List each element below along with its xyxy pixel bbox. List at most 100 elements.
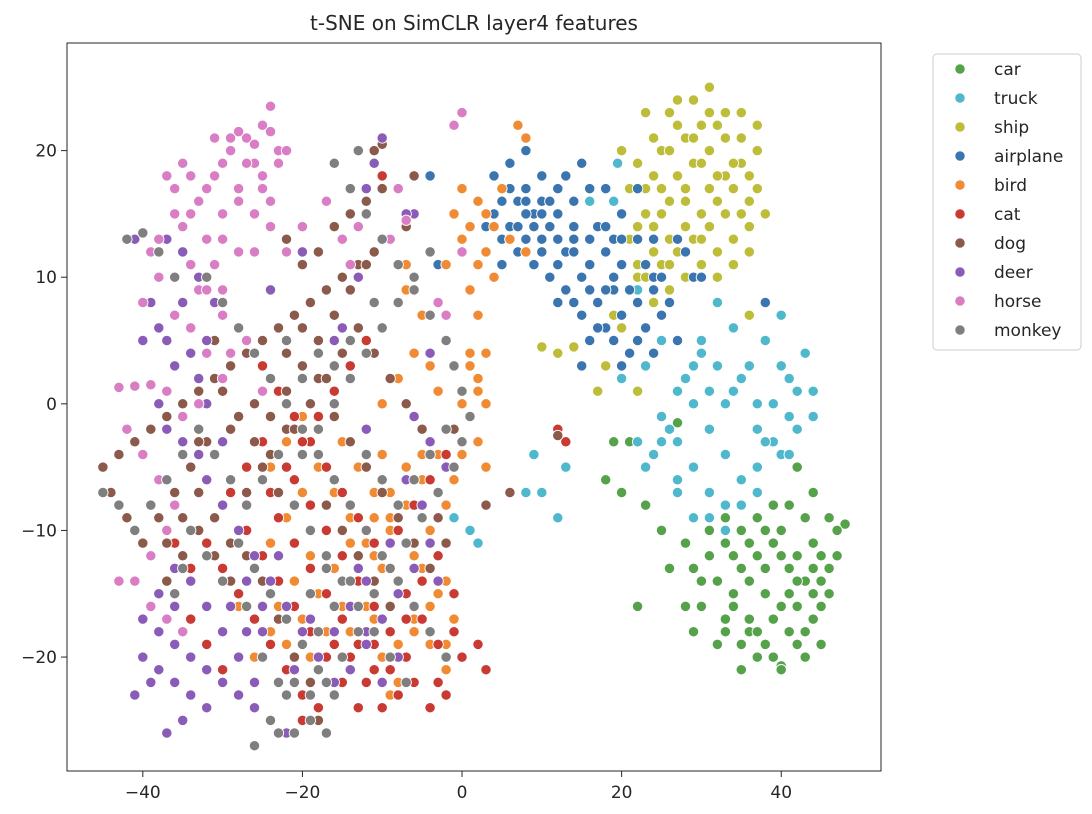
point-monkey [344, 499, 356, 511]
point-deer [360, 423, 372, 435]
point-airplane [520, 208, 532, 220]
point-car [703, 550, 716, 562]
point-horse [169, 208, 181, 220]
point-truck [711, 296, 724, 309]
point-bird [472, 258, 484, 271]
point-horse [185, 322, 197, 334]
point-horse [344, 258, 356, 271]
point-horse [432, 296, 444, 309]
point-deer [408, 562, 420, 575]
legend-marker-monkey [954, 324, 966, 336]
point-ship [536, 341, 548, 353]
point-horse [129, 380, 141, 392]
point-dog [424, 562, 436, 575]
point-horse [193, 195, 205, 207]
point-dog [193, 486, 205, 499]
point-bird [440, 258, 452, 271]
point-car [823, 562, 835, 575]
point-truck [687, 512, 700, 524]
point-deer [216, 626, 229, 638]
point-monkey [344, 182, 356, 195]
point-deer [312, 651, 325, 663]
point-airplane [631, 296, 644, 309]
point-horse [145, 379, 157, 391]
point-horse [216, 208, 229, 220]
point-bird [464, 347, 476, 359]
point-monkey [376, 550, 388, 562]
point-monkey [344, 334, 356, 347]
point-car [791, 550, 803, 562]
point-horse [272, 157, 285, 169]
points-layer [97, 81, 851, 752]
legend-label-truck: truck [994, 89, 1038, 109]
point-dog [280, 347, 293, 359]
point-deer [344, 664, 356, 676]
point-deer [153, 626, 165, 638]
point-car [687, 626, 700, 638]
point-monkey [193, 423, 205, 435]
point-monkey [328, 398, 340, 410]
point-monkey [248, 740, 261, 752]
legend-marker-car [954, 63, 966, 75]
point-dog [336, 271, 348, 283]
point-monkey [177, 448, 189, 461]
point-monkey [153, 246, 165, 258]
point-deer [216, 499, 229, 511]
point-monkey [97, 486, 109, 499]
point-cat [384, 626, 396, 638]
point-horse [208, 132, 221, 144]
point-cat [360, 676, 372, 689]
point-ship [663, 258, 676, 271]
point-monkey [336, 651, 348, 663]
point-horse [216, 284, 229, 296]
point-car [695, 600, 708, 613]
point-deer [177, 246, 189, 258]
point-bird [472, 436, 484, 448]
point-truck [783, 448, 795, 461]
point-truck [647, 448, 660, 461]
legend-label-deer: deer [994, 263, 1033, 283]
point-deer [368, 157, 380, 169]
point-airplane [536, 170, 548, 182]
point-airplane [568, 220, 580, 233]
legend-label-horse: horse [994, 292, 1041, 312]
point-car [823, 512, 835, 524]
point-monkey [344, 372, 356, 385]
point-airplane [759, 296, 771, 309]
point-ship [655, 182, 668, 195]
point-dog [161, 410, 173, 423]
point-ship [631, 157, 644, 169]
point-truck [695, 334, 708, 347]
point-deer [185, 575, 197, 587]
point-dog [320, 284, 333, 296]
point-horse [208, 258, 221, 271]
point-deer [376, 132, 388, 144]
point-car [719, 613, 732, 625]
point-car [743, 613, 755, 625]
point-monkey [113, 499, 125, 511]
point-deer [240, 575, 253, 587]
point-dog [384, 372, 396, 385]
point-cat [216, 664, 229, 676]
point-truck [735, 499, 747, 511]
point-truck [552, 512, 564, 524]
x-tick-label: 40 [770, 783, 792, 803]
point-truck [807, 385, 819, 397]
point-dog [344, 436, 356, 448]
point-monkey [456, 385, 468, 397]
point-deer [177, 296, 189, 309]
point-airplane [631, 334, 644, 347]
point-deer [328, 626, 340, 638]
point-airplane [576, 271, 588, 283]
point-airplane [655, 309, 668, 321]
point-bird [424, 360, 436, 372]
point-horse [201, 284, 213, 296]
point-dog [504, 486, 516, 499]
point-dog [145, 423, 157, 435]
point-airplane [552, 233, 564, 245]
point-truck [679, 372, 692, 385]
point-deer [264, 575, 277, 587]
point-monkey [360, 448, 372, 461]
point-cat [336, 486, 348, 499]
point-monkey [328, 689, 340, 701]
